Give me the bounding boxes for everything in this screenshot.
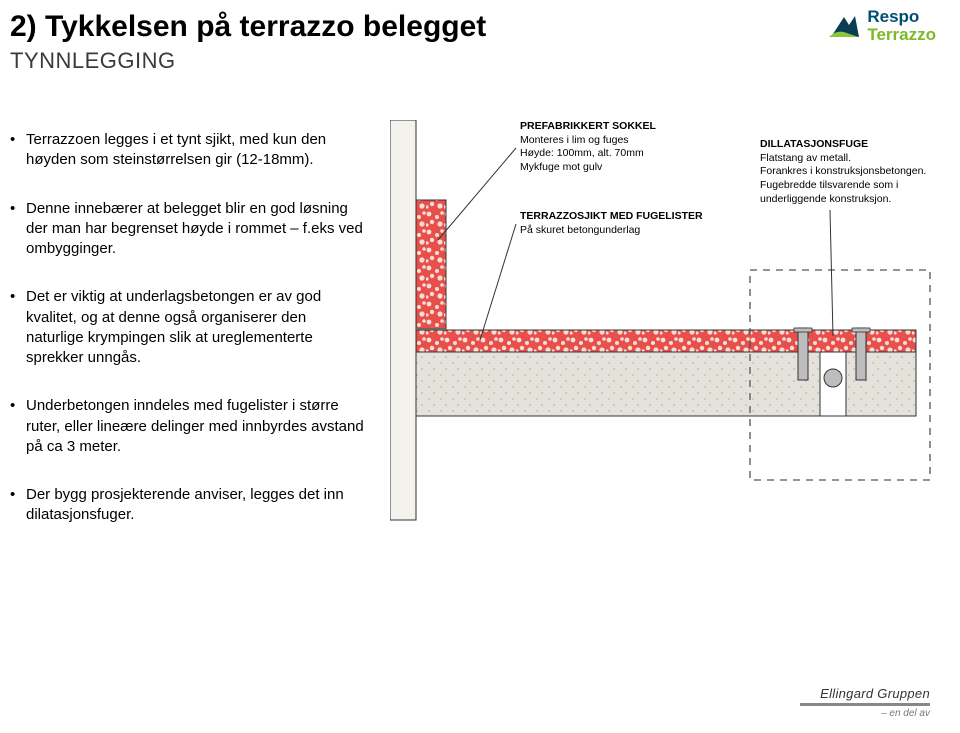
bullet-list: Terrazzoen legges i et tynt sjikt, med k… (10, 130, 365, 554)
brand-line1: Respo (867, 7, 919, 26)
footer-subtext: – en del av (800, 708, 930, 719)
label-line: Forankres i konstruksjonsbetongen. (760, 165, 940, 179)
page-subtitle: TYNNLEGGING (10, 48, 176, 74)
label-line: Mykfuge mot gulv (520, 161, 700, 175)
brand-line2: Terrazzo (867, 25, 936, 44)
diagram: PREFABRIKKERT SOKKEL Monteres i lim og f… (390, 120, 940, 620)
label-terrazzosjikt: TERRAZZOSJIKT MED FUGELISTER På skuret b… (520, 210, 730, 237)
brand-name: Respo Terrazzo (867, 8, 936, 44)
label-line: Monteres i lim og fuges (520, 134, 700, 148)
label-title: DILLATASJONSFUGE (760, 138, 940, 152)
label-dillatasjonsfuge: DILLATASJONSFUGE Flatstang av metall. Fo… (760, 138, 940, 206)
label-prefab-sokkel: PREFABRIKKERT SOKKEL Monteres i lim og f… (520, 120, 700, 175)
bullet-item: Det er viktig at underlagsbetongen er av… (10, 287, 365, 368)
bullet-item: Der bygg prosjekterende anviser, legges … (10, 485, 365, 526)
footer-divider (800, 703, 930, 706)
label-line: Høyde: 100mm, alt. 70mm (520, 147, 700, 161)
label-line: Flatstang av metall. (760, 152, 940, 166)
label-line: På skuret betongunderlag (520, 224, 730, 238)
page-title: 2) Tykkelsen på terrazzo belegget (10, 10, 486, 44)
bullet-item: Denne innebærer at belegget blir en god … (10, 199, 365, 260)
respo-mark-icon (827, 11, 861, 41)
label-title: PREFABRIKKERT SOKKEL (520, 120, 700, 134)
bullet-item: Underbetongen inndeles med fugelister i … (10, 396, 365, 457)
label-line: underliggende konstruksjon. (760, 193, 940, 207)
label-title: TERRAZZOSJIKT MED FUGELISTER (520, 210, 730, 224)
bullet-item: Terrazzoen legges i et tynt sjikt, med k… (10, 130, 365, 171)
footer-brand-name: Ellingard Gruppen (800, 686, 930, 701)
label-line: Fugebredde tilsvarende som i (760, 179, 940, 193)
footer-logo: Ellingard Gruppen – en del av (800, 686, 930, 719)
brand-logo-top: Respo Terrazzo (827, 8, 936, 44)
